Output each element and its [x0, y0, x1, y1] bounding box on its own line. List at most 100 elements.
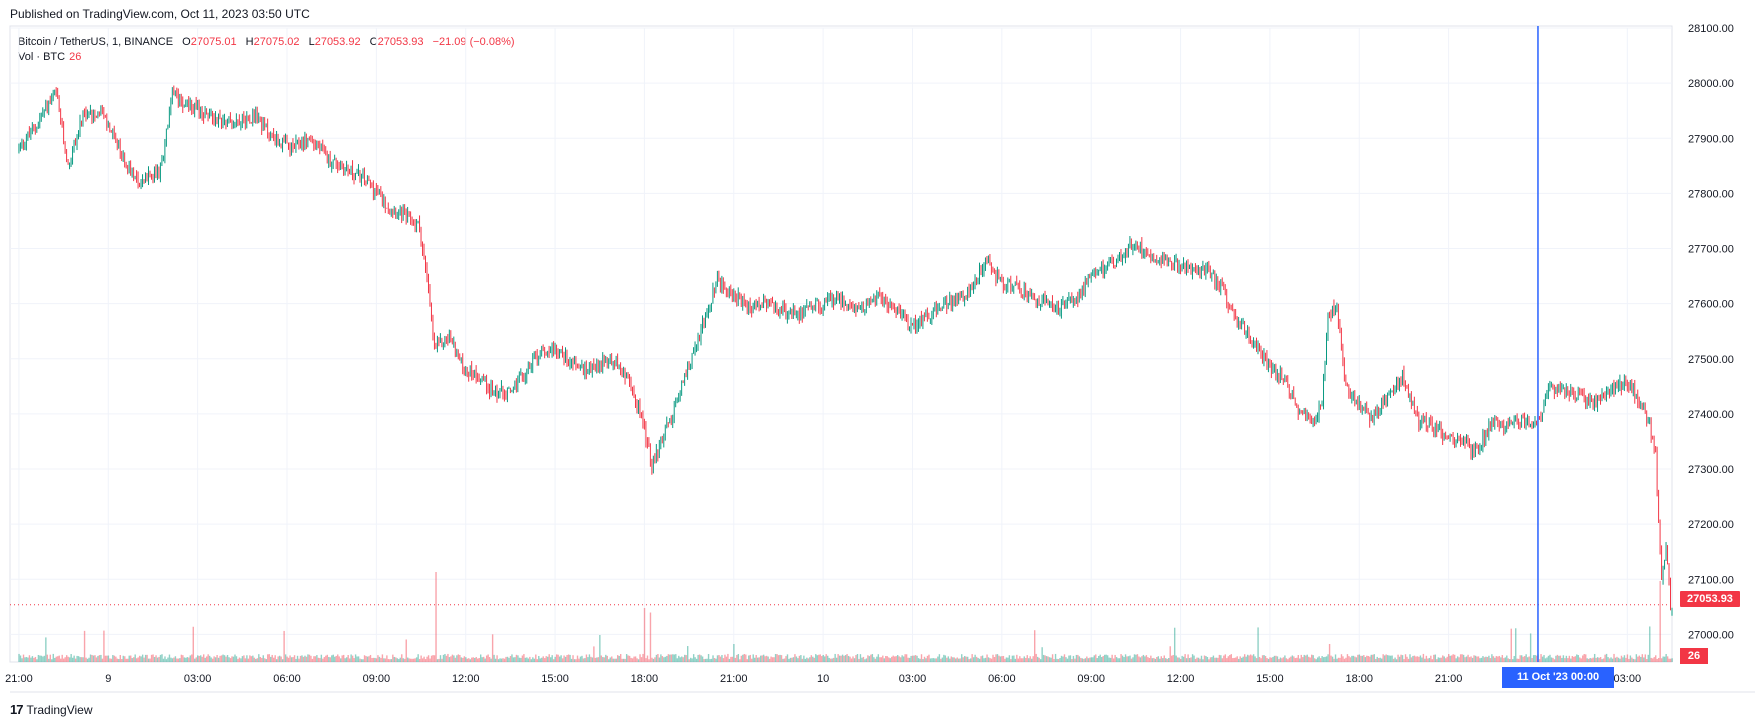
- volume-bar: [1022, 658, 1024, 662]
- volume-bar: [326, 654, 329, 662]
- x-tick-label: 03:00: [184, 673, 212, 685]
- tradingview-logo[interactable]: 17 TradingView: [10, 702, 93, 717]
- volume-bar: [798, 655, 801, 662]
- tradingview-logo-icon: 17: [10, 702, 24, 717]
- volume-bar: [316, 655, 318, 662]
- volume-bar: [547, 656, 549, 662]
- volume-label[interactable]: Vol · BTC: [18, 51, 66, 63]
- volume-bar: [1312, 655, 1314, 662]
- volume-bar: [684, 654, 686, 662]
- volume-bar: [1041, 647, 1043, 662]
- volume-bar: [1579, 657, 1581, 662]
- volume-bar: [1266, 657, 1268, 662]
- volume-bar: [1017, 658, 1020, 662]
- volume-bar: [1561, 657, 1563, 662]
- volume-bar: [944, 655, 947, 662]
- volume-bar: [1138, 656, 1140, 662]
- volume-bar: [1340, 654, 1343, 662]
- volume-bar: [1115, 657, 1118, 662]
- volume-bar: [1476, 656, 1478, 662]
- volume-bar: [692, 654, 695, 662]
- volume-bar: [1288, 657, 1291, 662]
- volume-bar: [1345, 657, 1347, 662]
- volume-bar: [1270, 657, 1273, 662]
- volume-bar: [1625, 657, 1627, 662]
- volume-bar: [91, 654, 93, 662]
- volume-bar: [1391, 655, 1393, 662]
- volume-bar: [1172, 654, 1174, 662]
- volume-bar: [1593, 653, 1596, 662]
- volume-bar: [65, 655, 68, 662]
- volume-bar: [1263, 655, 1265, 662]
- volume-bar: [1065, 657, 1067, 662]
- volume-bar: [765, 655, 768, 662]
- volume-bar: [1062, 656, 1064, 662]
- volume-bar: [1108, 657, 1110, 662]
- volume-bar: [1291, 655, 1294, 662]
- volume-bar: [1246, 654, 1249, 662]
- volume-bar: [1465, 656, 1468, 662]
- volume-bar: [1199, 658, 1201, 662]
- volume-bar: [566, 655, 568, 662]
- volume-bar: [594, 657, 597, 662]
- volume-bar: [573, 659, 576, 662]
- volume-bar: [456, 655, 458, 662]
- volume-bar: [314, 656, 317, 662]
- volume-bar: [600, 655, 603, 662]
- volume-bar: [902, 656, 905, 662]
- volume-bar: [387, 659, 390, 662]
- volume-bar: [386, 655, 388, 662]
- volume-bar: [342, 654, 345, 662]
- volume-bar: [1531, 657, 1533, 662]
- volume-bar: [588, 654, 591, 662]
- volume-bar: [1378, 658, 1380, 662]
- volume-bar: [225, 656, 227, 662]
- volume-bar: [1163, 655, 1165, 662]
- volume-bar: [1313, 658, 1316, 662]
- symbol-name[interactable]: Bitcoin / TetherUS, 1, BINANCE: [18, 36, 174, 48]
- volume-bar: [438, 658, 440, 662]
- volume-bar: [150, 654, 153, 662]
- volume-bar: [453, 655, 455, 662]
- volume-bar: [469, 659, 471, 662]
- volume-bar: [852, 656, 854, 662]
- volume-bar: [1467, 654, 1469, 662]
- volume-bar: [896, 655, 899, 662]
- volume-bar: [1008, 655, 1011, 662]
- volume-bar: [83, 630, 86, 662]
- volume-bar: [914, 655, 917, 662]
- volume-bar: [133, 657, 135, 662]
- volume-bar: [1162, 658, 1164, 662]
- volume-bar: [617, 655, 619, 662]
- volume-bar: [1647, 654, 1649, 662]
- volume-bar: [384, 658, 387, 662]
- volume-bar: [1080, 657, 1082, 662]
- volume-bar: [118, 659, 120, 662]
- volume-bar: [716, 655, 719, 662]
- volume-bar: [767, 656, 769, 662]
- volume-bar: [1464, 657, 1466, 662]
- volume-bar: [235, 656, 238, 662]
- volume-bar: [558, 656, 561, 662]
- volume-bar: [1501, 655, 1504, 662]
- volume-bar: [824, 656, 826, 662]
- volume-bar: [1546, 657, 1548, 662]
- volume-bar: [1668, 658, 1670, 662]
- volume-bar: [1555, 655, 1557, 662]
- volume-legend: Vol · BTC 26: [18, 51, 81, 63]
- volume-bar: [762, 654, 765, 662]
- volume-bar: [374, 657, 376, 662]
- volume-bar: [731, 656, 734, 662]
- volume-bar: [1002, 655, 1005, 662]
- volume-bar: [1112, 658, 1115, 662]
- volume-bar: [1577, 655, 1579, 662]
- volume-bar: [873, 657, 875, 662]
- volume-bar: [514, 657, 516, 662]
- volume-bar: [1528, 656, 1530, 662]
- volume-bar: [511, 654, 513, 662]
- volume-bar: [894, 656, 896, 662]
- volume-bar: [882, 655, 884, 662]
- volume-bar: [655, 654, 658, 662]
- volume-bar: [593, 646, 595, 662]
